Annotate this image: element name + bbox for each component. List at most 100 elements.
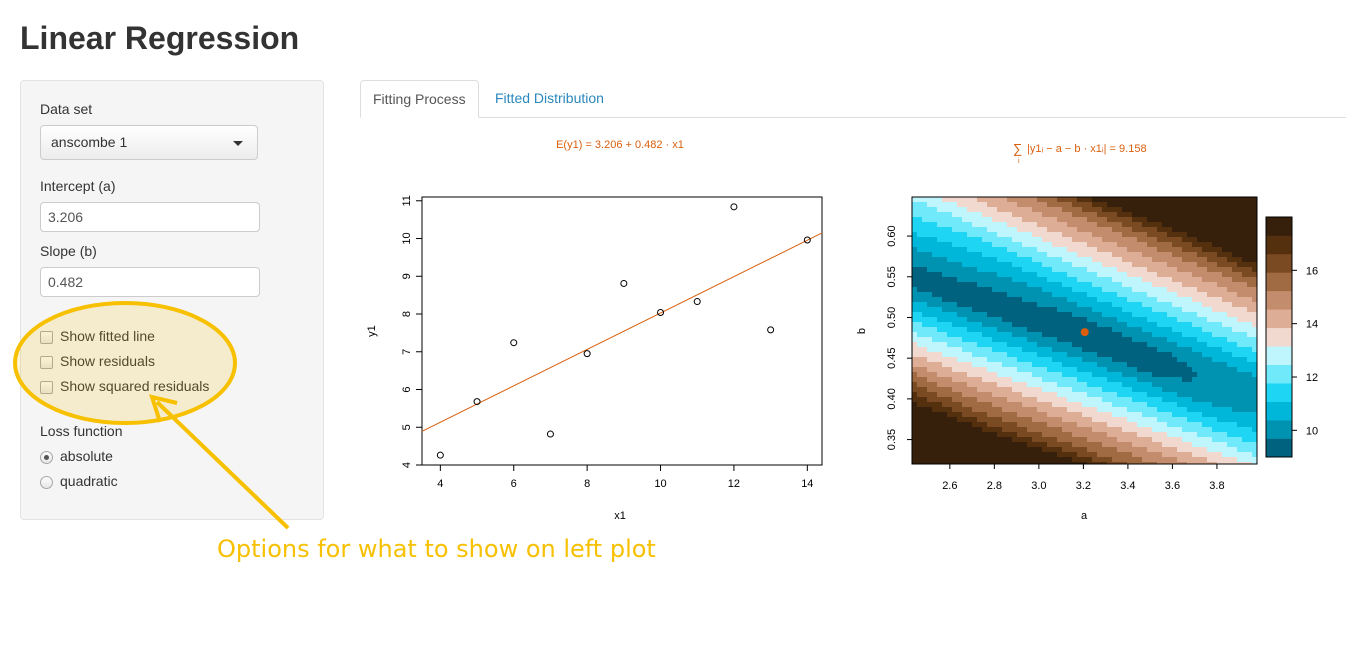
contour-cell	[962, 457, 968, 463]
contour-cell	[1087, 417, 1093, 423]
contour-cell	[1237, 357, 1243, 363]
contour-cell	[1197, 292, 1203, 298]
contour-cell	[1012, 232, 1018, 238]
contour-cell	[957, 417, 963, 423]
contour-cell	[987, 237, 993, 243]
contour-cell	[1142, 377, 1148, 383]
contour-cell	[1052, 382, 1058, 388]
contour-cell	[1002, 417, 1008, 423]
contour-cell	[1017, 307, 1023, 313]
contour-cell	[992, 372, 998, 378]
contour-cell	[1112, 462, 1118, 464]
contour-cell	[997, 302, 1003, 308]
contour-cell	[1132, 457, 1138, 463]
contour-cell	[927, 307, 933, 313]
contour-cell	[947, 277, 953, 283]
contour-cell	[922, 302, 928, 308]
dataset-select[interactable]: anscombe 1	[40, 125, 258, 160]
contour-cell	[1207, 427, 1213, 433]
contour-cell	[1237, 262, 1243, 268]
contour-cell	[922, 352, 928, 358]
intercept-input[interactable]	[40, 202, 260, 232]
contour-cell	[1142, 437, 1148, 443]
contour-cell	[1202, 202, 1208, 208]
contour-cell	[1097, 442, 1103, 448]
contour-cell	[1242, 252, 1248, 258]
contour-cell	[1232, 312, 1238, 318]
contour-cell	[1097, 242, 1103, 248]
contour-cell	[1137, 267, 1143, 273]
contour-cell	[1052, 422, 1058, 428]
contour-cell	[912, 357, 918, 363]
contour-cell	[1207, 362, 1213, 368]
contour-cell	[947, 307, 953, 313]
contour-cell	[1217, 272, 1223, 278]
contour-cell	[922, 197, 928, 203]
contour-cell	[1157, 397, 1163, 403]
contour-cell	[922, 242, 928, 248]
contour-cell	[1122, 462, 1128, 464]
contour-cell	[1022, 227, 1028, 233]
contour-cell	[1072, 297, 1078, 303]
contour-cell	[982, 367, 988, 373]
contour-cell	[1142, 367, 1148, 373]
contour-cell	[1217, 222, 1223, 228]
contour-cell	[1022, 377, 1028, 383]
contour-cell	[1062, 372, 1068, 378]
contour-cell	[1222, 327, 1228, 333]
contour-cell	[1087, 327, 1093, 333]
contour-cell	[1172, 382, 1178, 388]
contour-cell	[917, 422, 923, 428]
contour-cell	[1107, 267, 1113, 273]
contour-cell	[1012, 367, 1018, 373]
contour-cell	[1067, 422, 1073, 428]
contour-cell	[1057, 382, 1063, 388]
contour-cell	[972, 242, 978, 248]
contour-x-tick-label: 3.6	[1165, 480, 1180, 492]
contour-cell	[917, 452, 923, 458]
contour-cell	[1002, 432, 1008, 438]
contour-cell	[1127, 252, 1133, 258]
contour-cell	[1062, 347, 1068, 353]
contour-cell	[1167, 417, 1173, 423]
contour-cell	[1217, 427, 1223, 433]
contour-cell	[1207, 377, 1213, 383]
contour-cell	[1142, 302, 1148, 308]
contour-cell	[1107, 332, 1113, 338]
contour-cell	[1177, 417, 1183, 423]
contour-cell	[1112, 217, 1118, 223]
contour-cell	[1072, 312, 1078, 318]
contour-cell	[1127, 427, 1133, 433]
contour-cell	[967, 367, 973, 373]
contour-cell	[1117, 367, 1123, 373]
contour-cell	[917, 437, 923, 443]
contour-cell	[1182, 297, 1188, 303]
contour-cell	[1202, 262, 1208, 268]
tab-fitted-distribution[interactable]: Fitted Distribution	[495, 90, 604, 106]
scatter-x-tick-label: 14	[801, 478, 813, 490]
contour-cell	[1142, 272, 1148, 278]
contour-cell	[1047, 432, 1053, 438]
contour-cell	[967, 417, 973, 423]
contour-cell	[927, 402, 933, 408]
contour-cell	[1162, 282, 1168, 288]
contour-cell	[1182, 452, 1188, 458]
tab-fitting-process[interactable]: Fitting Process	[360, 80, 479, 118]
contour-cell	[1172, 307, 1178, 313]
contour-cell	[942, 222, 948, 228]
contour-cell	[952, 372, 958, 378]
contour-cell	[987, 437, 993, 443]
radio-label: absolute	[60, 448, 113, 464]
contour-cell	[1052, 462, 1058, 464]
contour-cell	[962, 212, 968, 218]
contour-cell	[1242, 322, 1248, 328]
contour-cell	[922, 392, 928, 398]
slope-input[interactable]	[40, 267, 260, 297]
contour-cell	[1012, 387, 1018, 393]
contour-cell	[1232, 202, 1238, 208]
contour-cell	[1152, 427, 1158, 433]
contour-cell	[1187, 312, 1193, 318]
contour-cell	[997, 322, 1003, 328]
data-point	[767, 326, 775, 334]
contour-cell	[1052, 247, 1058, 253]
